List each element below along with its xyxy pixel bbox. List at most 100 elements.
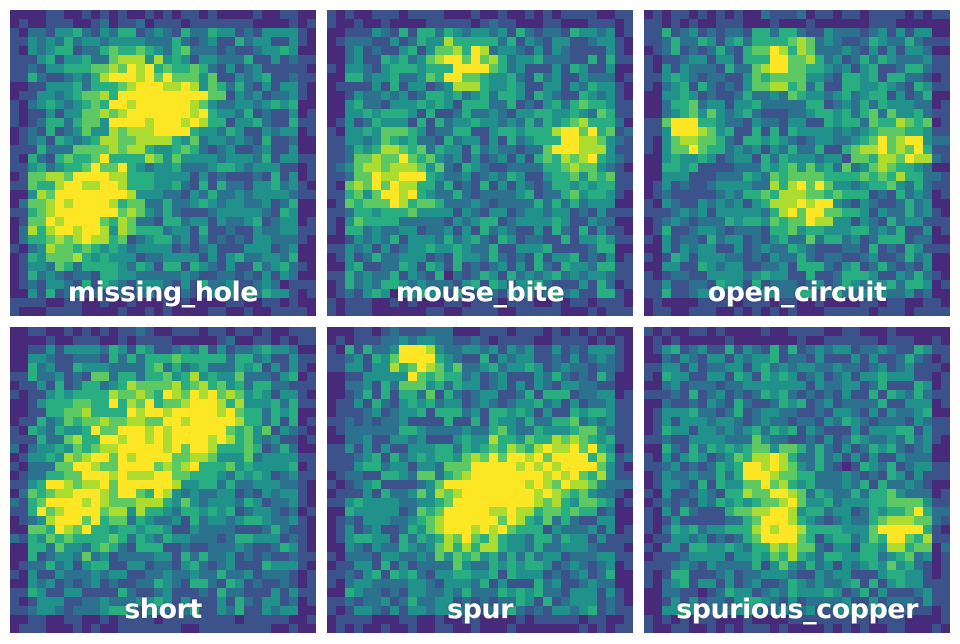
heatmap-cell xyxy=(525,327,535,337)
heatmap-cell xyxy=(842,91,852,101)
heatmap-cell xyxy=(878,280,888,290)
heatmap-cell xyxy=(82,453,92,463)
heatmap-cell xyxy=(19,199,29,209)
heatmap-cell xyxy=(725,19,735,29)
heatmap-cell xyxy=(851,199,861,209)
heatmap-cell xyxy=(399,190,409,200)
heatmap-cell xyxy=(543,307,553,316)
heatmap-cell xyxy=(109,615,119,625)
heatmap-cell xyxy=(226,570,236,580)
heatmap-cell xyxy=(172,534,182,544)
heatmap-cell xyxy=(698,262,708,272)
heatmap-cell xyxy=(298,118,308,128)
heatmap-cell xyxy=(217,426,227,436)
heatmap-cell xyxy=(887,109,897,119)
heatmap-cell xyxy=(579,217,589,227)
heatmap-cell xyxy=(190,262,200,272)
heatmap-cell xyxy=(181,298,191,308)
heatmap-cell xyxy=(235,579,245,589)
heatmap-cell xyxy=(363,327,373,337)
heatmap-cell xyxy=(498,100,508,110)
heatmap-cell xyxy=(579,354,589,364)
heatmap-cell xyxy=(435,55,445,65)
heatmap-cell xyxy=(761,127,771,137)
heatmap-cell xyxy=(734,271,744,281)
heatmap-cell xyxy=(653,127,663,137)
heatmap-cell xyxy=(552,10,562,20)
heatmap-cell xyxy=(797,253,807,263)
heatmap-cell xyxy=(73,127,83,137)
heatmap-cell xyxy=(55,307,65,316)
heatmap-cell xyxy=(244,109,254,119)
heatmap-cell xyxy=(82,624,92,633)
heatmap-cell xyxy=(815,64,825,74)
heatmap-cell xyxy=(244,507,254,517)
heatmap-cell xyxy=(190,46,200,56)
heatmap-cell xyxy=(725,172,735,182)
heatmap-cell xyxy=(235,417,245,427)
heatmap-cell xyxy=(896,19,906,29)
heatmap-cell xyxy=(606,208,616,218)
heatmap-cell xyxy=(707,37,717,47)
heatmap-cell xyxy=(10,37,20,47)
heatmap-cell xyxy=(82,307,92,316)
heatmap-cell xyxy=(390,354,400,364)
heatmap-cell xyxy=(471,307,481,316)
heatmap-cell xyxy=(743,190,753,200)
heatmap-cell xyxy=(199,543,209,553)
heatmap-cell xyxy=(761,298,771,308)
heatmap-cell xyxy=(307,262,316,272)
heatmap-cell xyxy=(624,336,633,346)
heatmap-cell xyxy=(163,399,173,409)
heatmap-cell xyxy=(136,145,146,155)
heatmap-cell xyxy=(181,55,191,65)
heatmap-cell xyxy=(127,624,137,633)
heatmap-cell xyxy=(615,327,625,337)
heatmap-cell xyxy=(896,217,906,227)
heatmap-cell xyxy=(671,100,681,110)
heatmap-cell xyxy=(244,10,254,20)
heatmap-cell xyxy=(307,199,316,209)
heatmap-cell xyxy=(525,127,535,137)
heatmap-cell xyxy=(381,154,391,164)
heatmap-cell xyxy=(226,597,236,607)
heatmap-cell xyxy=(235,307,245,316)
heatmap-cell xyxy=(842,28,852,38)
heatmap-cell xyxy=(444,10,454,20)
heatmap-cell xyxy=(354,181,364,191)
heatmap-cell xyxy=(743,235,753,245)
heatmap-cell xyxy=(471,190,481,200)
heatmap-cell xyxy=(408,163,418,173)
heatmap-cell xyxy=(671,307,681,316)
heatmap-cell xyxy=(606,46,616,56)
heatmap-cell xyxy=(498,109,508,119)
heatmap-cell xyxy=(372,10,382,20)
heatmap-cell xyxy=(244,561,254,571)
heatmap-cell xyxy=(662,55,672,65)
heatmap-cell xyxy=(561,307,571,316)
heatmap-cell xyxy=(842,136,852,146)
heatmap-cell xyxy=(109,561,119,571)
heatmap-cell xyxy=(253,271,263,281)
heatmap-cell xyxy=(887,136,897,146)
heatmap-cell xyxy=(689,64,699,74)
heatmap-cell xyxy=(172,336,182,346)
heatmap-cell xyxy=(280,154,290,164)
heatmap-cell xyxy=(208,408,218,418)
heatmap-cell xyxy=(878,190,888,200)
heatmap-cell xyxy=(109,399,119,409)
heatmap-cell xyxy=(498,28,508,38)
heatmap-cell xyxy=(680,19,690,29)
heatmap-cell xyxy=(307,163,316,173)
heatmap-cell xyxy=(426,37,436,47)
heatmap-cell xyxy=(597,154,607,164)
heatmap-cell xyxy=(905,64,915,74)
heatmap-cell xyxy=(37,235,47,245)
heatmap-cell xyxy=(588,327,598,337)
heatmap-cell xyxy=(298,381,308,391)
heatmap-cell xyxy=(507,55,517,65)
heatmap-cell xyxy=(507,235,517,245)
heatmap-cell xyxy=(941,253,950,263)
heatmap-cell xyxy=(208,552,218,562)
heatmap-cell xyxy=(552,408,562,418)
